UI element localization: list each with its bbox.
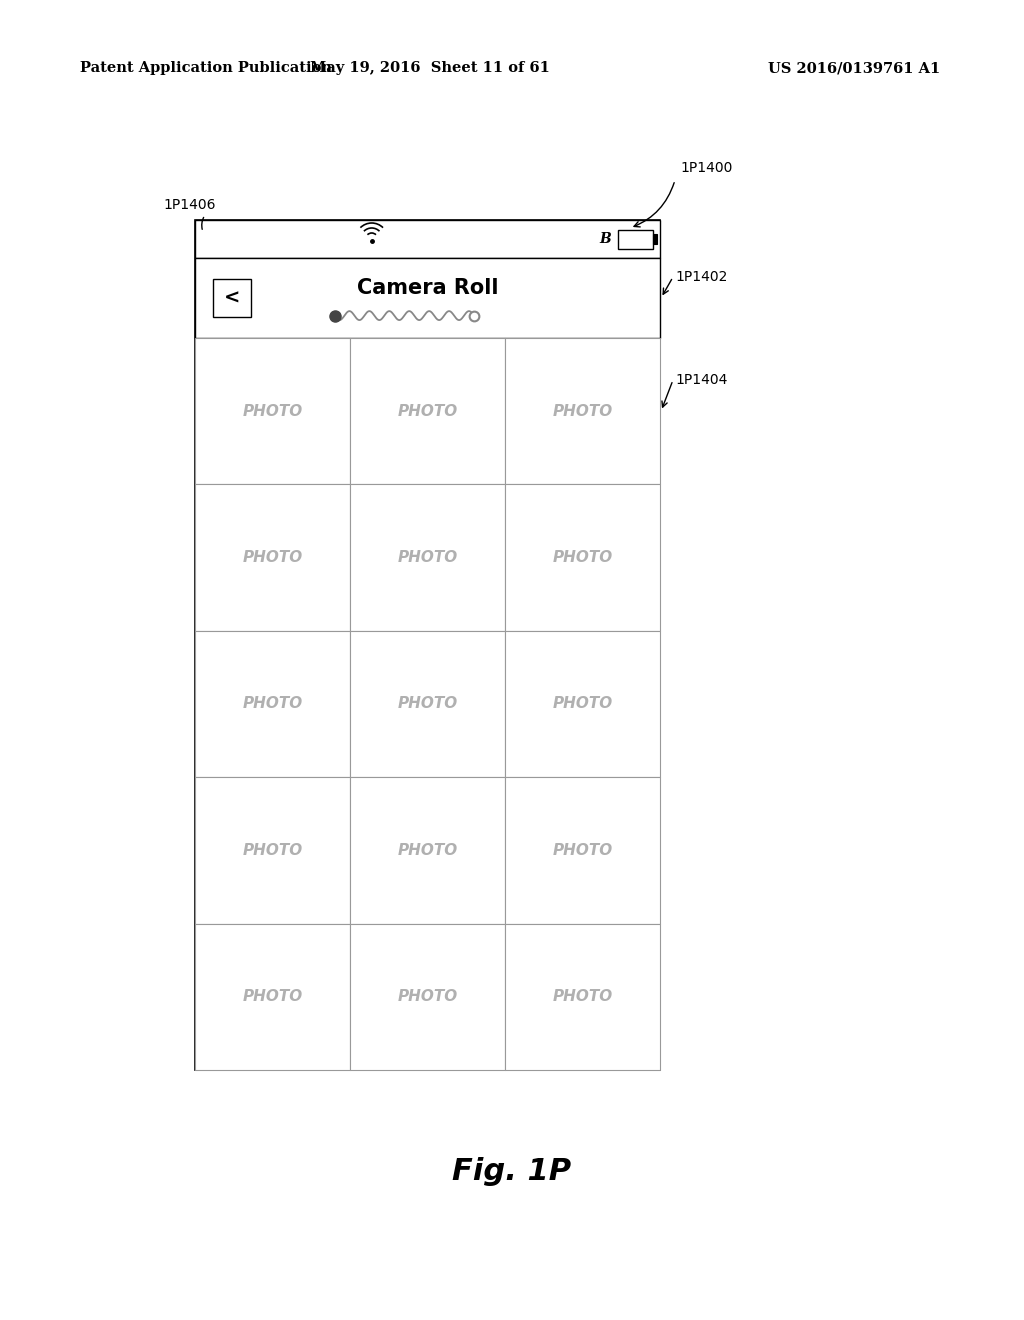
Text: Fig. 1P: Fig. 1P [453, 1158, 571, 1187]
Bar [505, 484, 660, 631]
Text: 1P1404: 1P1404 [675, 374, 727, 387]
Text: Camera Roll: Camera Roll [356, 279, 499, 298]
Text: <: < [224, 289, 241, 308]
Bar [350, 924, 505, 1071]
Bar [195, 777, 350, 924]
Text: 1P1400: 1P1400 [680, 161, 732, 176]
Text: PHOTO: PHOTO [552, 697, 612, 711]
Text: PHOTO: PHOTO [397, 697, 458, 711]
Bar [195, 220, 660, 257]
Text: PHOTO: PHOTO [552, 989, 612, 1005]
Text: Patent Application Publication: Patent Application Publication [80, 61, 332, 75]
Bar [195, 631, 350, 777]
Bar [195, 338, 350, 484]
Bar [195, 257, 660, 338]
Text: PHOTO: PHOTO [552, 404, 612, 418]
Text: PHOTO: PHOTO [243, 550, 303, 565]
Text: PHOTO: PHOTO [243, 697, 303, 711]
Text: B: B [599, 232, 611, 246]
Bar [505, 338, 660, 484]
Text: US 2016/0139761 A1: US 2016/0139761 A1 [768, 61, 940, 75]
Text: 1P1402: 1P1402 [675, 271, 727, 284]
Bar [350, 338, 505, 484]
Text: PHOTO: PHOTO [552, 550, 612, 565]
Text: PHOTO: PHOTO [397, 843, 458, 858]
Bar [505, 777, 660, 924]
Bar [350, 484, 505, 631]
Bar [505, 924, 660, 1071]
Bar [653, 234, 657, 244]
Text: PHOTO: PHOTO [243, 843, 303, 858]
Bar [195, 924, 350, 1071]
Bar [350, 777, 505, 924]
Bar [350, 631, 505, 777]
Text: PHOTO: PHOTO [397, 989, 458, 1005]
Bar [195, 220, 660, 1071]
Text: PHOTO: PHOTO [243, 989, 303, 1005]
Text: PHOTO: PHOTO [397, 550, 458, 565]
Text: PHOTO: PHOTO [397, 404, 458, 418]
Text: May 19, 2016  Sheet 11 of 61: May 19, 2016 Sheet 11 of 61 [310, 61, 550, 75]
Bar [213, 279, 251, 317]
Text: PHOTO: PHOTO [243, 404, 303, 418]
Text: PHOTO: PHOTO [552, 843, 612, 858]
Bar [618, 230, 653, 248]
Bar [195, 484, 350, 631]
Bar [505, 631, 660, 777]
Text: 1P1406: 1P1406 [163, 198, 215, 213]
